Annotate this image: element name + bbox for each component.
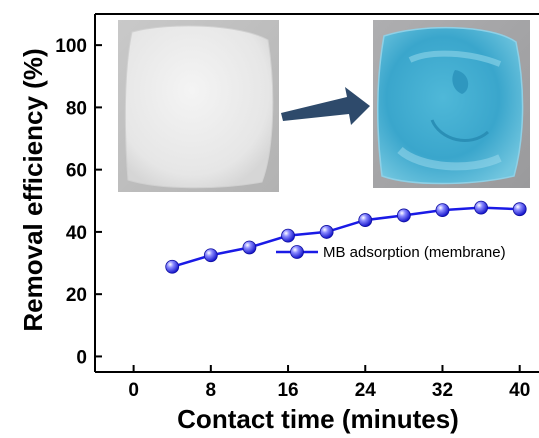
y-axis-ticks: 0 20 40 60 80 100	[55, 36, 102, 368]
series-line-mb-adsorption	[171, 206, 520, 268]
series-points	[165, 200, 527, 274]
y-axis-label: Removal efficiency (%)	[18, 48, 48, 331]
y-tick-label: 60	[66, 161, 87, 182]
data-point	[435, 203, 450, 218]
data-point	[165, 259, 180, 274]
data-point	[242, 240, 257, 255]
x-tick-label: 24	[355, 380, 377, 401]
y-tick-label: 100	[55, 36, 87, 57]
x-tick-label: 0	[128, 380, 139, 401]
white-membrane-photo	[118, 20, 279, 192]
data-point	[396, 208, 411, 223]
x-tick-label: 40	[509, 380, 530, 401]
y-tick-label: 20	[66, 285, 87, 306]
y-tick-label: 80	[66, 98, 87, 119]
data-point	[512, 202, 527, 217]
legend: MB adsorption (membrane)	[276, 244, 506, 261]
data-point	[319, 225, 334, 239]
data-point	[203, 248, 218, 263]
arrow-icon	[281, 87, 370, 125]
y-tick-label: 40	[66, 223, 87, 244]
x-axis-ticks: 0 8 16 24 32 40	[128, 365, 530, 401]
plot-frame	[94, 13, 539, 373]
x-tick-label: 8	[206, 380, 217, 401]
data-point	[358, 213, 373, 227]
blue-membrane-photo	[373, 20, 530, 188]
data-point	[281, 228, 295, 243]
x-tick-label: 32	[432, 380, 453, 401]
x-axis-label: Contact time (minutes)	[177, 404, 459, 434]
x-tick-label: 16	[277, 380, 298, 401]
legend-marker	[290, 245, 304, 259]
data-point	[474, 200, 488, 215]
legend-label: MB adsorption (membrane)	[323, 244, 506, 261]
y-tick-label: 0	[76, 347, 87, 368]
